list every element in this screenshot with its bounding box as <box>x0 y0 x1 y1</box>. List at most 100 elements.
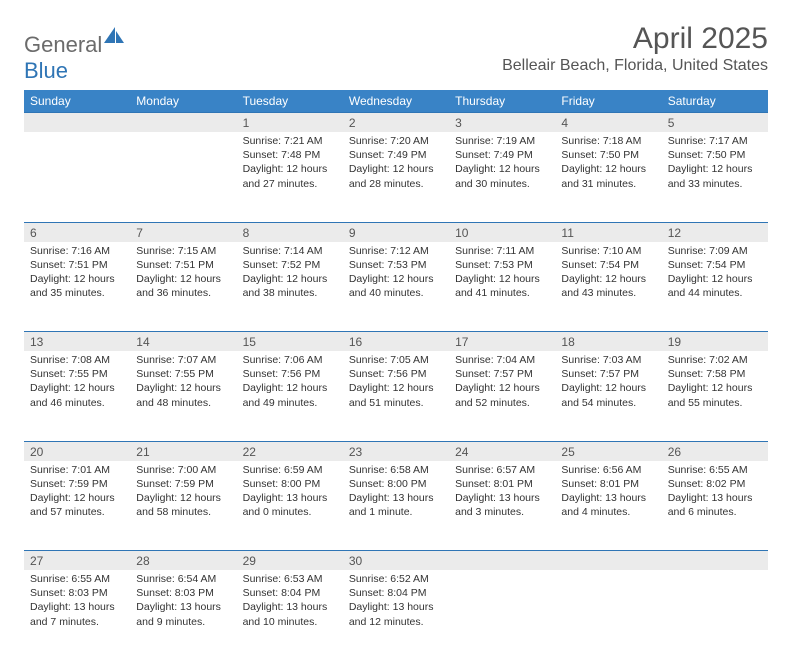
month-title: April 2025 <box>502 22 768 55</box>
day-cell: Sunrise: 6:55 AMSunset: 8:03 PMDaylight:… <box>24 570 130 660</box>
location-text: Belleair Beach, Florida, United States <box>502 57 768 75</box>
daylight-text: and 41 minutes. <box>455 286 549 300</box>
day-content-row: Sunrise: 7:01 AMSunset: 7:59 PMDaylight:… <box>24 461 768 551</box>
sunrise-text: Sunrise: 6:56 AM <box>561 463 655 477</box>
daylight-text: and 57 minutes. <box>30 505 124 519</box>
day-cell: Sunrise: 7:01 AMSunset: 7:59 PMDaylight:… <box>24 461 130 551</box>
day-number-row: 13141516171819 <box>24 332 768 352</box>
day-details: Sunrise: 6:59 AMSunset: 8:00 PMDaylight:… <box>237 461 343 524</box>
day-number-cell: 25 <box>555 441 661 461</box>
day-number-cell: 24 <box>449 441 555 461</box>
sunrise-text: Sunrise: 7:06 AM <box>243 353 337 367</box>
day-details: Sunrise: 7:06 AMSunset: 7:56 PMDaylight:… <box>237 351 343 414</box>
day-cell: Sunrise: 7:21 AMSunset: 7:48 PMDaylight:… <box>237 132 343 222</box>
day-details: Sunrise: 7:19 AMSunset: 7:49 PMDaylight:… <box>449 132 555 195</box>
daylight-text: and 48 minutes. <box>136 396 230 410</box>
day-details: Sunrise: 7:07 AMSunset: 7:55 PMDaylight:… <box>130 351 236 414</box>
sunset-text: Sunset: 7:49 PM <box>455 148 549 162</box>
day-cell: Sunrise: 7:03 AMSunset: 7:57 PMDaylight:… <box>555 351 661 441</box>
day-header: Saturday <box>662 90 768 113</box>
sunrise-text: Sunrise: 7:09 AM <box>668 244 762 258</box>
day-number-cell: 27 <box>24 551 130 571</box>
sunset-text: Sunset: 7:53 PM <box>349 258 443 272</box>
day-number-cell: 16 <box>343 332 449 352</box>
day-details: Sunrise: 6:56 AMSunset: 8:01 PMDaylight:… <box>555 461 661 524</box>
sunset-text: Sunset: 7:56 PM <box>243 367 337 381</box>
sunset-text: Sunset: 8:03 PM <box>136 586 230 600</box>
sunset-text: Sunset: 8:00 PM <box>349 477 443 491</box>
day-details: Sunrise: 7:18 AMSunset: 7:50 PMDaylight:… <box>555 132 661 195</box>
day-header: Monday <box>130 90 236 113</box>
sunset-text: Sunset: 8:03 PM <box>30 586 124 600</box>
daylight-text: and 46 minutes. <box>30 396 124 410</box>
sunrise-text: Sunrise: 7:07 AM <box>136 353 230 367</box>
day-details: Sunrise: 7:00 AMSunset: 7:59 PMDaylight:… <box>130 461 236 524</box>
sunrise-text: Sunrise: 6:54 AM <box>136 572 230 586</box>
daylight-text: and 54 minutes. <box>561 396 655 410</box>
sunset-text: Sunset: 8:04 PM <box>243 586 337 600</box>
day-content-row: Sunrise: 7:21 AMSunset: 7:48 PMDaylight:… <box>24 132 768 222</box>
sunset-text: Sunset: 7:55 PM <box>30 367 124 381</box>
sunrise-text: Sunrise: 7:04 AM <box>455 353 549 367</box>
sunrise-text: Sunrise: 6:53 AM <box>243 572 337 586</box>
sunrise-text: Sunrise: 6:57 AM <box>455 463 549 477</box>
day-number-cell: 11 <box>555 222 661 242</box>
day-number-cell: 14 <box>130 332 236 352</box>
sunset-text: Sunset: 7:52 PM <box>243 258 337 272</box>
sunset-text: Sunset: 8:02 PM <box>668 477 762 491</box>
daylight-text: Daylight: 12 hours <box>30 272 124 286</box>
day-details: Sunrise: 7:12 AMSunset: 7:53 PMDaylight:… <box>343 242 449 305</box>
daylight-text: Daylight: 12 hours <box>668 381 762 395</box>
day-number-cell: 19 <box>662 332 768 352</box>
sunset-text: Sunset: 7:57 PM <box>561 367 655 381</box>
brand-logo: General Blue <box>24 22 125 84</box>
day-details: Sunrise: 7:11 AMSunset: 7:53 PMDaylight:… <box>449 242 555 305</box>
sunset-text: Sunset: 7:59 PM <box>30 477 124 491</box>
calendar-body: 12345Sunrise: 7:21 AMSunset: 7:48 PMDayl… <box>24 113 768 660</box>
daylight-text: and 7 minutes. <box>30 615 124 629</box>
sunrise-text: Sunrise: 7:21 AM <box>243 134 337 148</box>
day-details: Sunrise: 6:57 AMSunset: 8:01 PMDaylight:… <box>449 461 555 524</box>
day-cell: Sunrise: 7:16 AMSunset: 7:51 PMDaylight:… <box>24 242 130 332</box>
day-cell: Sunrise: 7:15 AMSunset: 7:51 PMDaylight:… <box>130 242 236 332</box>
sunset-text: Sunset: 7:58 PM <box>668 367 762 381</box>
sunset-text: Sunset: 8:01 PM <box>455 477 549 491</box>
calendar-table: SundayMondayTuesdayWednesdayThursdayFrid… <box>24 90 768 660</box>
sunrise-text: Sunrise: 7:08 AM <box>30 353 124 367</box>
daylight-text: Daylight: 13 hours <box>561 491 655 505</box>
day-details: Sunrise: 7:02 AMSunset: 7:58 PMDaylight:… <box>662 351 768 414</box>
day-cell <box>662 570 768 660</box>
day-cell: Sunrise: 7:10 AMSunset: 7:54 PMDaylight:… <box>555 242 661 332</box>
sunrise-text: Sunrise: 7:18 AM <box>561 134 655 148</box>
day-details: Sunrise: 7:14 AMSunset: 7:52 PMDaylight:… <box>237 242 343 305</box>
sunrise-text: Sunrise: 7:02 AM <box>668 353 762 367</box>
daylight-text: Daylight: 12 hours <box>136 272 230 286</box>
day-number-row: 27282930 <box>24 551 768 571</box>
daylight-text: Daylight: 12 hours <box>243 272 337 286</box>
daylight-text: Daylight: 12 hours <box>668 272 762 286</box>
daylight-text: Daylight: 12 hours <box>136 491 230 505</box>
day-details: Sunrise: 6:55 AMSunset: 8:03 PMDaylight:… <box>24 570 130 633</box>
daylight-text: and 35 minutes. <box>30 286 124 300</box>
sunset-text: Sunset: 7:57 PM <box>455 367 549 381</box>
daylight-text: and 43 minutes. <box>561 286 655 300</box>
daylight-text: Daylight: 13 hours <box>349 491 443 505</box>
day-cell: Sunrise: 7:12 AMSunset: 7:53 PMDaylight:… <box>343 242 449 332</box>
daylight-text: Daylight: 13 hours <box>136 600 230 614</box>
day-cell: Sunrise: 7:20 AMSunset: 7:49 PMDaylight:… <box>343 132 449 222</box>
day-number-cell <box>555 551 661 571</box>
daylight-text: and 0 minutes. <box>243 505 337 519</box>
daylight-text: Daylight: 12 hours <box>561 272 655 286</box>
daylight-text: Daylight: 13 hours <box>668 491 762 505</box>
day-number-row: 20212223242526 <box>24 441 768 461</box>
daylight-text: and 4 minutes. <box>561 505 655 519</box>
day-details: Sunrise: 6:58 AMSunset: 8:00 PMDaylight:… <box>343 461 449 524</box>
day-cell <box>24 132 130 222</box>
day-cell: Sunrise: 6:57 AMSunset: 8:01 PMDaylight:… <box>449 461 555 551</box>
day-cell <box>449 570 555 660</box>
day-header: Tuesday <box>237 90 343 113</box>
daylight-text: and 1 minute. <box>349 505 443 519</box>
sunrise-text: Sunrise: 7:14 AM <box>243 244 337 258</box>
daylight-text: Daylight: 13 hours <box>30 600 124 614</box>
sunset-text: Sunset: 7:50 PM <box>668 148 762 162</box>
